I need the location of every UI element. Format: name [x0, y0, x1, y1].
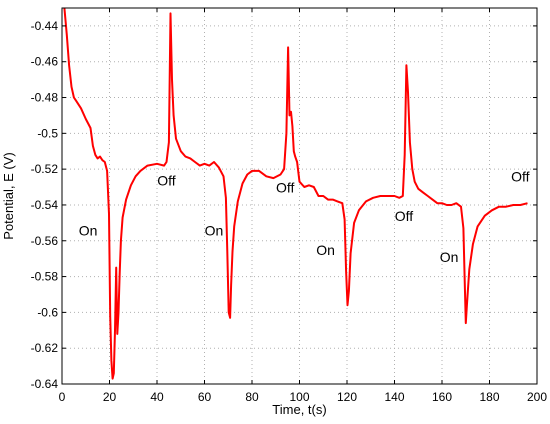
- annotation-off: Off: [395, 208, 414, 224]
- y-tick-label: -0.58: [31, 270, 59, 284]
- x-tick-label: 100: [289, 390, 309, 404]
- annotation-on: On: [440, 249, 459, 265]
- series-layer: [63, 7, 528, 380]
- x-tick-label: 40: [150, 390, 164, 404]
- x-tick-label: 0: [59, 390, 66, 404]
- series-line: [63, 7, 528, 380]
- y-axis-label: Potential, E (V): [1, 152, 16, 239]
- y-tick-label: -0.54: [31, 198, 59, 212]
- y-tick-label: -0.6: [37, 305, 58, 319]
- annotation-off: Off: [511, 169, 530, 185]
- axis-ticks: 0 20 40 60 80 100 120 140 160 180 200 -0.64 -0.62 -0.…: [31, 8, 547, 404]
- y-tick-label: -0.48: [31, 91, 59, 105]
- y-tick-label: -0.46: [31, 55, 59, 69]
- y-tick-label: -0.62: [31, 341, 59, 355]
- x-axis-label: Time, t(s): [272, 402, 326, 417]
- annotation-on: On: [79, 222, 98, 238]
- x-tick-label: 120: [337, 390, 357, 404]
- annotation-on: On: [205, 222, 224, 238]
- x-tick-label: 140: [384, 390, 404, 404]
- annotation-off: Off: [276, 179, 295, 195]
- y-tick-label: -0.52: [31, 162, 59, 176]
- y-tick-label: -0.44: [31, 19, 59, 33]
- x-tick-label: 60: [198, 390, 212, 404]
- annotation-on: On: [316, 242, 335, 258]
- y-tick-label: -0.56: [31, 234, 59, 248]
- x-tick-label: 180: [479, 390, 499, 404]
- y-tick-label: -0.5: [37, 126, 58, 140]
- x-tick-label: 20: [103, 390, 117, 404]
- x-tick-label: 200: [527, 390, 547, 404]
- annotation-off: Off: [157, 172, 176, 188]
- x-tick-label: 160: [432, 390, 452, 404]
- y-tick-label: -0.64: [31, 377, 59, 391]
- x-tick-label: 80: [245, 390, 259, 404]
- annotations: On Off On Off On Off On Off: [79, 169, 530, 266]
